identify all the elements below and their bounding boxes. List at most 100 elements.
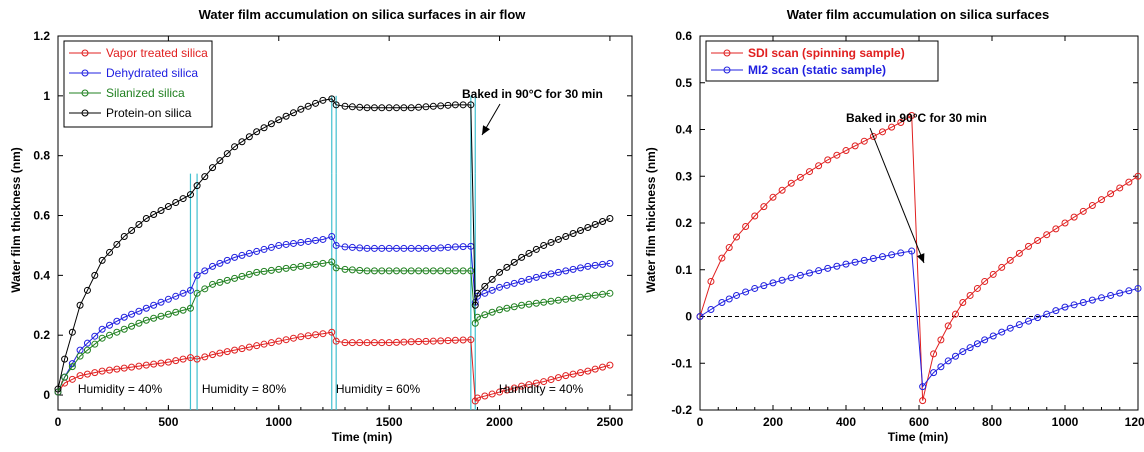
data-point xyxy=(966,291,974,299)
data-point xyxy=(989,270,997,278)
data-point xyxy=(879,253,886,261)
data-point xyxy=(150,211,158,219)
data-point xyxy=(547,376,555,384)
data-point xyxy=(444,267,452,275)
y-tick-label: 0.6 xyxy=(33,209,50,223)
data-point xyxy=(540,298,548,306)
data-point xyxy=(584,367,592,375)
chart-left-legend: Vapor treated silica Dehydrated silica Sil… xyxy=(63,40,213,128)
data-point xyxy=(378,104,386,112)
data-point xyxy=(113,365,121,373)
data-point xyxy=(260,245,268,253)
data-point xyxy=(503,281,511,289)
data-point xyxy=(503,263,511,271)
data-point xyxy=(422,103,430,111)
data-point xyxy=(888,123,896,131)
series-silanized-silica xyxy=(54,258,614,396)
data-point xyxy=(328,232,336,240)
data-point xyxy=(267,243,275,251)
chart-left-annotations: Baked in 90°C for 30 min Humidity = 40% Hu… xyxy=(78,87,603,396)
data-point xyxy=(897,249,905,257)
data-point xyxy=(444,243,452,251)
data-point xyxy=(1125,178,1133,186)
legend-marker xyxy=(81,49,89,57)
data-point xyxy=(415,267,423,275)
series-line xyxy=(57,98,611,390)
data-point xyxy=(1098,196,1105,204)
data-point xyxy=(510,258,518,266)
data-point xyxy=(186,286,194,294)
data-point xyxy=(332,337,340,345)
data-point xyxy=(267,120,275,128)
data-point xyxy=(1052,225,1060,233)
data-point xyxy=(120,364,128,372)
chart-left-title: Water film accumulation on silica surfac… xyxy=(199,7,527,22)
legend-entry: Silanized silica xyxy=(106,86,185,100)
data-point xyxy=(1025,317,1032,325)
data-point xyxy=(451,243,459,251)
data-point xyxy=(157,359,165,367)
y-tick-label: -0.2 xyxy=(671,403,692,417)
data-point xyxy=(370,244,378,252)
data-point xyxy=(186,304,194,312)
y-tick-label: 0.2 xyxy=(33,328,50,342)
data-point xyxy=(591,261,599,269)
data-point xyxy=(815,267,823,275)
data-point xyxy=(1061,303,1069,311)
data-point xyxy=(61,373,69,381)
series-mi2-scan-static-sample- xyxy=(696,247,1142,391)
data-point xyxy=(496,268,504,276)
data-point xyxy=(363,104,371,112)
legend-marker xyxy=(723,49,731,57)
data-point xyxy=(562,372,570,380)
data-point xyxy=(518,301,526,309)
data-point xyxy=(341,102,349,110)
data-point xyxy=(937,336,945,344)
x-tick-label: 200 xyxy=(763,415,783,429)
x-tick-label: 500 xyxy=(158,415,178,429)
data-point xyxy=(164,203,172,211)
data-point xyxy=(223,150,231,158)
data-point xyxy=(525,381,533,389)
data-point xyxy=(599,218,607,226)
data-point xyxy=(518,382,526,390)
legend-entry: Vapor treated silica xyxy=(106,46,208,60)
data-point xyxy=(1079,207,1087,215)
data-point xyxy=(164,310,172,318)
chart-right-ylabel: Water film thickness (nm) xyxy=(644,147,658,293)
data-point xyxy=(179,355,187,363)
data-point xyxy=(223,276,231,284)
data-point xyxy=(562,267,570,275)
data-point xyxy=(370,339,378,347)
data-point xyxy=(525,275,533,283)
y-tick-label: 0.4 xyxy=(675,123,692,137)
data-point xyxy=(833,262,841,270)
data-point xyxy=(908,247,916,255)
data-point xyxy=(238,138,246,146)
data-point xyxy=(289,239,297,247)
data-point xyxy=(356,266,364,274)
data-point xyxy=(467,336,475,344)
data-point xyxy=(385,104,393,112)
data-point xyxy=(238,251,246,259)
humidity-label: Humidity = 40% xyxy=(499,382,584,396)
data-point xyxy=(525,249,533,257)
data-point xyxy=(223,348,231,356)
data-point xyxy=(815,162,823,170)
data-point xyxy=(429,337,437,345)
y-tick-label: 0.1 xyxy=(675,263,692,277)
data-point xyxy=(245,270,253,278)
data-point xyxy=(193,271,201,279)
x-tick-label: 600 xyxy=(909,415,929,429)
data-point xyxy=(554,268,562,276)
series-line xyxy=(699,250,1139,388)
data-point xyxy=(473,313,481,321)
data-point xyxy=(179,306,187,314)
data-point xyxy=(83,370,91,378)
data-point xyxy=(707,277,715,285)
data-point xyxy=(260,267,268,275)
data-point xyxy=(385,244,393,252)
data-point xyxy=(400,267,408,275)
data-point xyxy=(1070,213,1078,221)
data-point xyxy=(98,325,106,333)
